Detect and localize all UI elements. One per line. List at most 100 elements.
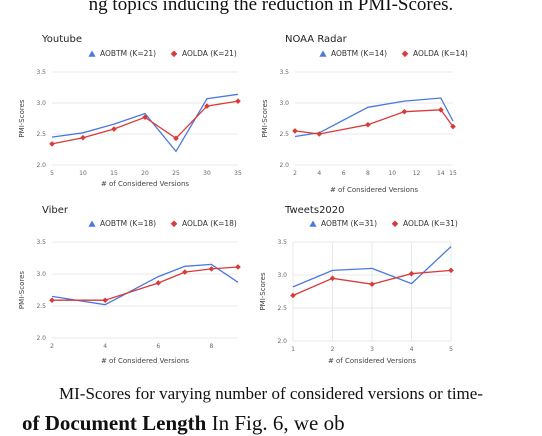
series-line: [294, 109, 454, 135]
y-tick-label: 2.0: [277, 338, 287, 345]
y-tick-label: 2.5: [279, 131, 289, 138]
y-tick-label: 2.5: [36, 303, 46, 310]
y-tick-label: 2.5: [277, 305, 287, 312]
chart-title: Youtube: [42, 34, 82, 45]
series-line: [52, 266, 239, 301]
y-axis-label: PMI-Scores: [18, 271, 26, 309]
x-tick-label: 5: [50, 170, 54, 177]
x-tick-label: 12: [413, 170, 421, 177]
x-tick-label: 4: [103, 343, 107, 350]
data-point: [316, 131, 323, 137]
series-line: [294, 97, 454, 138]
figure-caption-fragment: MI-Scores for varying number of consider…: [59, 384, 483, 403]
y-tick-label: 2.0: [279, 162, 289, 169]
legend-marker-diamond: [170, 50, 178, 58]
legend-marker-triangle: [88, 50, 96, 57]
legend-label: AOBTM (K=14): [331, 49, 387, 58]
legend-label: AOLDA (K=14): [413, 49, 468, 58]
data-point: [408, 270, 415, 277]
y-tick-label: 3.5: [279, 69, 289, 76]
chart-title: Tweets2020: [285, 205, 345, 216]
data-point: [450, 123, 456, 130]
x-tick-label: 10: [79, 170, 87, 177]
x-tick-label: 20: [141, 170, 149, 177]
legend-marker-triangle: [88, 220, 96, 227]
x-tick-label: 8: [210, 343, 214, 350]
series-line: [51, 263, 239, 306]
x-axis-label: # of Considered Versions: [101, 357, 189, 365]
data-point: [365, 121, 371, 128]
chart-svg: 2.0 2.5 3.0 3.5 2 4 6 8 # of Considered Versions…: [18, 219, 241, 365]
y-tick-label: 3.5: [36, 69, 46, 76]
legend-label: AOLDA (K=31): [403, 219, 458, 228]
data-point: [292, 128, 298, 134]
data-point: [173, 135, 179, 142]
chart-svg: 2.0 2.5 3.0 3.5 2 4 6 8 10 12 14 15 # of Considered …: [261, 49, 468, 194]
x-tick-label: 2: [293, 170, 297, 177]
y-tick-label: 3.0: [279, 100, 289, 107]
x-tick-label: 8: [366, 170, 370, 177]
chart-panel-youtube: 2.0 2.5 3.0 3.5 5 10 15 20 25 30 35 # of Considered…: [0, 30, 270, 216]
x-tick-label: 15: [449, 170, 457, 177]
chart-svg: 2.0 2.5 3.0 3.5 5 10 15 20 25 30 35 # of Considered…: [18, 49, 242, 188]
body-text-rest: In Fig. 6, we ob: [206, 411, 345, 435]
body-text-fragment: of Document Length In Fig. 6, we ob: [22, 411, 345, 436]
x-tick-label: 5: [449, 346, 453, 353]
x-tick-label: 30: [203, 170, 211, 177]
data-point: [111, 126, 117, 132]
x-tick-label: 6: [342, 170, 346, 177]
top-text-fragment: ng topics inducing the reduction in PMI-…: [88, 0, 454, 15]
x-tick-label: 15: [110, 170, 118, 177]
legend-label: AOBTM (K=21): [100, 49, 156, 58]
chart-title: Viber: [42, 205, 69, 216]
legend-marker-diamond: [401, 50, 409, 58]
x-tick-label: 3: [370, 346, 374, 353]
chart-svg: 2.0 2.5 3.0 3.5 1 2 3 4 5 # of Considered Version…: [259, 219, 458, 365]
x-tick-label: 14: [437, 170, 445, 177]
legend-label: AOBTM (K=18): [100, 219, 156, 228]
y-tick-label: 2.5: [36, 131, 46, 138]
x-tick-label: 4: [410, 346, 414, 353]
legend-marker-triangle: [319, 50, 327, 57]
legend-label: AOLDA (K=21): [182, 49, 237, 58]
y-tick-label: 3.0: [36, 100, 46, 107]
y-axis-label: PMI-Scores: [261, 99, 269, 137]
data-point: [369, 281, 375, 288]
x-tick-label: 35: [234, 170, 242, 177]
y-tick-label: 3.5: [36, 239, 46, 246]
legend-marker-triangle: [309, 220, 317, 227]
x-tick-label: 2: [50, 343, 54, 350]
series-line: [292, 246, 452, 288]
section-heading-fragment: of Document Length: [22, 411, 207, 435]
data-point: [142, 114, 148, 121]
data-point: [401, 108, 408, 115]
series-line: [51, 100, 239, 145]
data-point: [204, 103, 210, 109]
x-axis-label: # of Considered Versions: [101, 180, 189, 188]
x-tick-label: 2: [331, 346, 335, 353]
series-line: [51, 93, 239, 153]
data-point: [102, 297, 108, 304]
x-tick-label: 10: [388, 170, 396, 177]
x-axis-label: # of Considered Versions: [330, 186, 418, 194]
legend-label: AOLDA (K=18): [182, 219, 237, 228]
data-point: [49, 297, 55, 304]
chart-title: NOAA Radar: [285, 34, 347, 45]
data-point: [448, 267, 454, 274]
data-point: [235, 98, 241, 104]
y-axis-label: PMI-Scores: [18, 99, 26, 137]
y-tick-label: 2.0: [36, 162, 46, 169]
chart-panel-tweets2020: 2.0 2.5 3.0 3.5 1 2 3 4 5 # of Considered Version…: [255, 200, 525, 386]
data-point: [155, 280, 162, 286]
data-point: [290, 292, 296, 299]
data-point: [208, 266, 215, 272]
legend-marker-diamond: [391, 220, 399, 228]
y-tick-label: 3.5: [277, 239, 287, 246]
x-axis-label: # of Considered Versions: [328, 357, 416, 365]
y-tick-label: 2.0: [36, 335, 46, 342]
y-tick-label: 3.0: [277, 272, 287, 279]
legend-marker-diamond: [170, 220, 178, 228]
legend-label: AOBTM (K=31): [321, 219, 377, 228]
data-point: [49, 141, 55, 147]
x-tick-label: 25: [172, 170, 180, 177]
